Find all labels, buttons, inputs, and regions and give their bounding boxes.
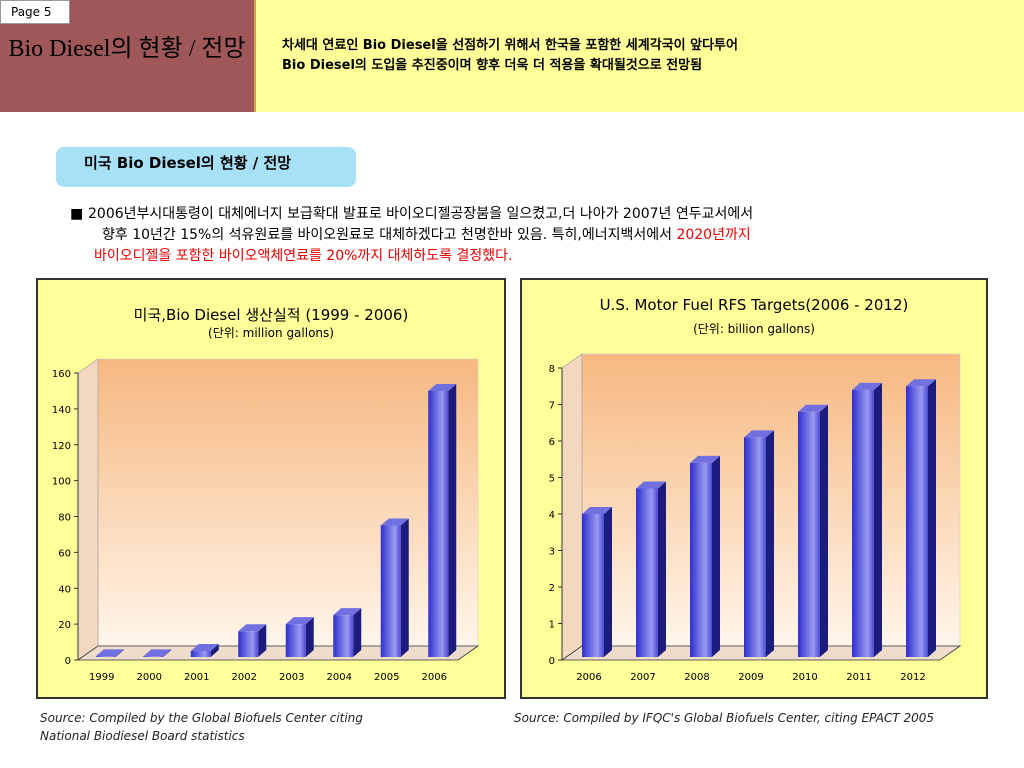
chart1-source-line2: National Biodiesel Board statistics <box>40 729 245 743</box>
chart2-plot: 0 1 2 3 4 5 6 7 8 2006 2007 2008 2009 2010 2011 2012 <box>549 353 962 683</box>
header-description-line2: Bio Diesel의 도입을 추진중이며 향후 더욱 더 적용을 확대될것으로… <box>282 58 703 73</box>
chart2-y-tick-label: 0 <box>549 656 555 667</box>
chart2-side-wall <box>561 353 583 661</box>
chart1-floor <box>76 645 480 661</box>
title-box: Page 5 Bio Diesel의 현황 / 전망 <box>0 0 256 112</box>
chart1-x-tick-label: 2000 <box>137 672 162 683</box>
chart1-x-tick-label: 2002 <box>232 672 257 683</box>
chart2-x-tick-label: 2012 <box>900 672 925 683</box>
chart2-x-tick-label: 2010 <box>792 672 817 683</box>
chart1-y-tick-label: 140 <box>52 405 71 416</box>
header-description: 차세대 연료인 Bio Diesel을 선점하기 위해서 한국을 포함한 세계각… <box>282 36 1002 76</box>
chart1-y-tick-label: 100 <box>52 477 71 488</box>
chart1-x-tick-label: 2006 <box>422 672 447 683</box>
section-subtitle: 미국 Bio Diesel의 현황 / 전망 <box>56 147 356 187</box>
chart1-x-tick-label: 2004 <box>327 672 352 683</box>
chart2-bar-2010 <box>798 404 828 657</box>
chart1-source-line1: Source: Compiled by the Global Biofuels … <box>40 711 363 725</box>
chart1-bar-2001 <box>190 644 219 657</box>
bullet-line1: 2006년부시대통령이 대체에너지 보급확대 발표로 바이오디젤공장붐을 일으켰… <box>88 206 754 222</box>
chart2-x-tick-label: 2008 <box>684 672 709 683</box>
chart2-x-tick-label: 2007 <box>630 672 655 683</box>
bullet-line2-highlight: 2020년까지 <box>676 227 751 243</box>
chart1-title: 미국,Bio Diesel 생산실적 (1999 - 2006) <box>133 306 409 324</box>
chart2-y-tick-label: 6 <box>549 437 555 448</box>
chart1-bar-2006 <box>428 383 457 657</box>
chart1-bar-2004 <box>333 608 362 657</box>
bullet-marker: ■ <box>70 206 84 222</box>
chart1-unit: (단위: million gallons) <box>208 326 334 340</box>
chart2-bar-2008 <box>690 455 720 657</box>
chart1-bar-2000 <box>143 649 172 657</box>
chart2-bar-2006 <box>582 507 612 657</box>
chart2-bar-2012 <box>906 379 936 657</box>
chart1-bar-1999 <box>95 649 124 657</box>
chart2-source: Source: Compiled by IFQC's Global Biofue… <box>514 709 934 727</box>
chart1-y-tick-label: 20 <box>58 620 71 631</box>
bullet-line3-highlight: 바이오디젤을 포함한 바이오액체연료를 20%까지 대체하도록 결정했다. <box>94 248 513 264</box>
chart2-source-line1: Source: Compiled by IFQC's Global Biofue… <box>514 711 935 725</box>
chart1-y-tick-label: 160 <box>52 369 71 380</box>
chart2-bar-2009 <box>744 430 774 657</box>
slide-title: Bio Diesel의 현황 / 전망 <box>8 36 246 62</box>
chart2-y-tick-label: 8 <box>549 364 555 375</box>
chart2-bar-2011 <box>852 382 882 657</box>
chart1-y-tick-label: 120 <box>52 441 71 452</box>
chart2-y-tick-label: 5 <box>549 474 555 485</box>
chart1-bar-2005 <box>380 518 409 657</box>
chart2-y-tick-label: 3 <box>549 547 555 558</box>
chart1-back-wall <box>97 358 479 647</box>
chart2-x-tick-label: 2011 <box>846 672 871 683</box>
bullet-line2: 향후 10년간 15%의 석유원료를 바이오원료로 대체하겠다고 천명한바 있음… <box>102 227 677 243</box>
chart1-bar-2002 <box>238 624 267 657</box>
chart1-y-tick-label: 80 <box>58 513 71 524</box>
chart2-unit: (단위: billion gallons) <box>693 322 815 336</box>
chart-panel-biodiesel-production: 미국,Bio Diesel 생산실적 (1999 - 2006) (단위: mi… <box>36 278 506 699</box>
chart2-y-tick-label: 1 <box>549 620 555 631</box>
header-band: Page 5 Bio Diesel의 현황 / 전망 차세대 연료인 Bio D… <box>0 0 1024 112</box>
chart1-source: Source: Compiled by the Global Biofuels … <box>40 709 363 745</box>
chart1-x-tick-label: 2001 <box>184 672 209 683</box>
chart1-bar-2003 <box>285 617 314 657</box>
chart1-side-wall <box>77 358 99 661</box>
chart-panel-rfs-targets: U.S. Motor Fuel RFS Targets(2006 - 2012)… <box>520 278 988 699</box>
chart2-x-tick-label: 2006 <box>576 672 601 683</box>
chart1-plot: 0 20 40 60 80 100 120 140 160 1999 2000 2001 2002 200… <box>52 358 480 683</box>
chart1-x-tick-label: 1999 <box>89 672 114 683</box>
chart2-bar-2007 <box>636 481 666 657</box>
chart1-x-tick-label: 2003 <box>279 672 304 683</box>
chart2-y-tick-label: 7 <box>549 401 555 412</box>
chart1-x-tick-label: 2005 <box>374 672 399 683</box>
chart2-y-tick-label: 4 <box>549 510 555 521</box>
bullet-paragraph: ■ 2006년부시대통령이 대체에너지 보급확대 발표로 바이오디젤공장붐을 일으… <box>70 204 970 267</box>
page-label: Page 5 <box>0 0 70 24</box>
header-description-line1: 차세대 연료인 Bio Diesel을 선점하기 위해서 한국을 포함한 세계각… <box>282 38 738 53</box>
chart2-x-tick-label: 2009 <box>738 672 763 683</box>
chart1-y-tick-label: 60 <box>58 548 71 559</box>
chart2-title: U.S. Motor Fuel RFS Targets(2006 - 2012) <box>599 296 909 314</box>
chart2-y-tick-label: 2 <box>549 583 555 594</box>
chart1-y-tick-label: 0 <box>65 656 71 667</box>
chart1-y-tick-label: 40 <box>58 584 71 595</box>
